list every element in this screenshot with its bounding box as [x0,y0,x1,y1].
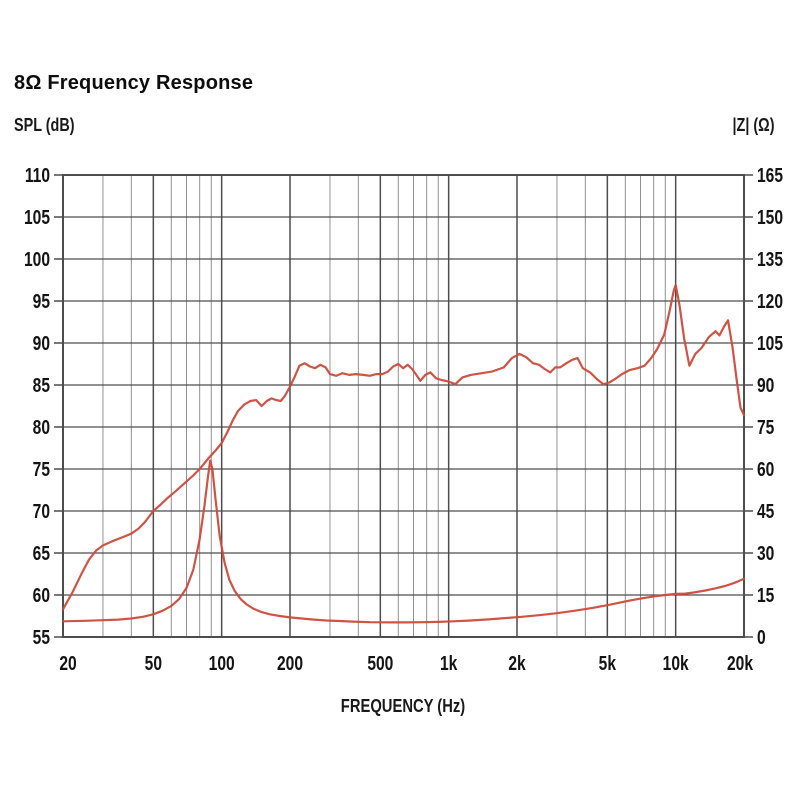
left-axis-tick-label: 80 [33,416,50,438]
left-axis-tick-label: 85 [33,374,50,396]
left-axis-title: SPL (dB) [14,115,75,135]
x-axis-tick-label: 10k [663,652,689,674]
right-axis-tick-label: 15 [757,584,774,606]
spl-curve [61,283,746,611]
right-axis-tick-label: 120 [757,290,783,312]
right-axis-tick-label: 135 [757,248,783,270]
left-axis-tick-label: 60 [33,584,50,606]
x-axis-tick-label: 50 [145,652,162,674]
left-axis-tick-label: 55 [33,626,50,648]
x-axis-tick-label: 20k [727,652,753,674]
right-axis-tick-label: 105 [757,332,783,354]
right-axis-tick-label: 75 [757,416,774,438]
left-axis-tick-label: 110 [25,164,50,186]
left-axis-tick-label: 95 [33,290,50,312]
x-axis-tick-label: 1k [440,652,457,674]
x-axis-tick-label: 500 [367,652,393,674]
right-axis-tick-label: 0 [757,626,766,648]
page-title: 8Ω Frequency Response [14,72,254,94]
x-axis-title: FREQUENCY (Hz) [340,696,466,716]
impedance-curve [61,459,746,624]
right-axis-tick-label: 60 [757,458,774,480]
right-axis-tick-label: 45 [757,500,774,522]
x-axis-tick-label: 2k [508,652,525,674]
x-axis-tick-label: 200 [277,652,303,674]
x-axis-tick-label: 20 [59,652,76,674]
right-axis-tick-label: 150 [757,206,783,228]
left-axis-tick-label: 75 [33,458,50,480]
right-axis-tick-label: 30 [757,542,774,564]
right-axis-tick-label: 165 [757,164,783,186]
left-axis-tick-label: 100 [24,248,50,270]
x-axis-tick-label: 5k [599,652,616,674]
plot-border [62,174,745,638]
left-axis-tick-label: 70 [33,500,50,522]
left-axis-tick-label: 65 [33,542,50,564]
x-axis-tick-label: 100 [209,652,235,674]
left-axis-tick-label: 90 [33,332,50,354]
right-axis-title: |Z| (Ω) [732,115,774,135]
left-axis-tick-label: 105 [24,206,50,228]
right-axis-tick-label: 90 [757,374,774,396]
